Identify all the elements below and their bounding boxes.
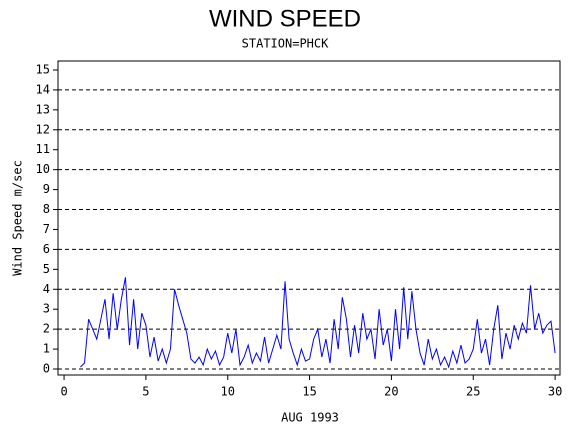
x-tick-label: 15 bbox=[302, 385, 316, 399]
y-tick-label: 7 bbox=[43, 222, 50, 236]
y-tick-label: 8 bbox=[43, 202, 50, 216]
plot-frame bbox=[57, 60, 561, 376]
chart-title: WIND SPEED bbox=[209, 5, 361, 32]
y-tick-label: 0 bbox=[43, 362, 50, 376]
y-tick-label: 3 bbox=[43, 302, 50, 316]
y-tick-label: 12 bbox=[36, 122, 50, 136]
x-tick-label: 5 bbox=[142, 385, 149, 399]
y-axis-label: Wind Speed m/sec bbox=[11, 160, 25, 276]
y-tick-label: 15 bbox=[36, 62, 50, 76]
y-tick-label: 1 bbox=[43, 342, 50, 356]
y-tick-label: 13 bbox=[36, 102, 50, 116]
x-tick-label: 25 bbox=[466, 385, 480, 399]
chart-subtitle: STATION=PHCK bbox=[242, 37, 329, 51]
y-tick-label: 2 bbox=[43, 322, 50, 336]
y-tick-label: 6 bbox=[43, 242, 50, 256]
y-tick-label: 14 bbox=[36, 82, 50, 96]
y-tick-label: 4 bbox=[43, 282, 50, 296]
x-tick-label: 10 bbox=[221, 385, 235, 399]
y-tick-label: 5 bbox=[43, 262, 50, 276]
data-line bbox=[80, 277, 556, 369]
x-tick-label: 0 bbox=[60, 385, 67, 399]
y-tick-label: 10 bbox=[36, 162, 50, 176]
y-tick-label: 11 bbox=[36, 142, 50, 156]
x-tick-label: 20 bbox=[384, 385, 398, 399]
x-axis-label: AUG 1993 bbox=[281, 411, 339, 425]
y-tick-label: 9 bbox=[43, 182, 50, 196]
x-tick-label: 30 bbox=[548, 385, 562, 399]
